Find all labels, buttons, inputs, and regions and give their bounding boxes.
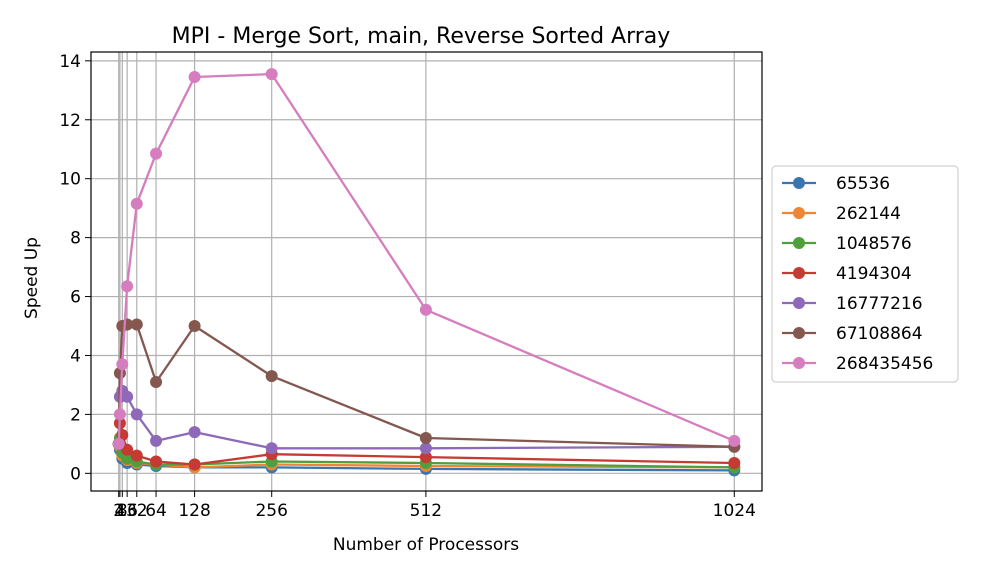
data-point <box>130 408 143 421</box>
data-point <box>419 451 432 464</box>
grid-lines <box>91 52 762 491</box>
y-tick-label: 10 <box>59 170 81 190</box>
legend-item: 16777216 <box>782 294 923 314</box>
data-point <box>265 68 278 81</box>
legend-marker <box>793 267 805 279</box>
legend-marker <box>793 327 805 339</box>
legend-item: 4194304 <box>782 264 912 284</box>
data-point <box>112 437 125 450</box>
legend-box <box>771 165 959 383</box>
data-point <box>728 457 741 470</box>
data-point <box>188 320 201 333</box>
legend-label: 65536 <box>836 174 890 194</box>
y-tick-label: 2 <box>70 405 81 425</box>
data-point <box>130 449 143 462</box>
legend-label: 1048576 <box>836 234 912 254</box>
legend-label: 262144 <box>836 204 901 224</box>
y-tick-label: 12 <box>59 111 81 131</box>
series-line <box>117 323 735 448</box>
legend-label: 268435456 <box>836 354 933 374</box>
data-point <box>188 426 201 439</box>
legend-label: 67108864 <box>836 324 923 344</box>
y-tick-label: 4 <box>70 346 81 366</box>
legend-item: 67108864 <box>782 324 923 344</box>
data-point <box>150 434 163 447</box>
y-tick-label: 0 <box>70 464 81 484</box>
y-tick-label: 8 <box>70 229 81 249</box>
series-67108864 <box>112 318 741 453</box>
legend-label: 4194304 <box>836 264 912 284</box>
data-point <box>419 442 432 455</box>
data-point <box>113 408 126 421</box>
x-axis-label: Number of Processors <box>333 535 519 555</box>
legend-item: 262144 <box>782 204 901 224</box>
legend-marker <box>793 357 805 369</box>
x-tick-label: 16 <box>116 501 138 521</box>
data-point <box>188 71 201 84</box>
y-tick-label: 14 <box>59 52 81 72</box>
data-point <box>130 318 143 331</box>
data-point <box>121 443 134 456</box>
data-point <box>130 197 143 210</box>
legend-marker <box>793 177 805 189</box>
data-point <box>419 431 432 444</box>
x-tick-label: 2 <box>113 501 124 521</box>
data-point <box>150 375 163 388</box>
data-point <box>419 303 432 316</box>
x-tick-label: 256 <box>255 501 287 521</box>
y-tick-label: 6 <box>70 288 81 308</box>
data-point <box>121 452 134 465</box>
data-point <box>265 370 278 383</box>
x-tick-label: 128 <box>178 501 210 521</box>
y-axis-label: Speed Up <box>22 237 42 319</box>
data-point <box>150 147 163 160</box>
x-tick-label: 32 <box>126 501 148 521</box>
data-point <box>116 358 129 371</box>
legend-label: 16777216 <box>836 294 923 314</box>
legend-item: 268435456 <box>782 354 933 374</box>
data-point <box>121 390 134 403</box>
legend-marker <box>793 207 805 219</box>
data-point <box>121 280 134 293</box>
plot-frame <box>90 51 763 492</box>
series-layer <box>112 68 741 477</box>
x-tick-label: 8 <box>117 501 128 521</box>
series-line <box>117 72 735 444</box>
legend-item: 65536 <box>782 174 890 194</box>
data-point <box>188 458 201 471</box>
data-point <box>728 434 741 447</box>
chart-title: MPI - Merge Sort, main, Reverse Sorted A… <box>172 24 671 49</box>
legend: 65536 262144 1048576 4194304 16777216 6710886… <box>771 165 959 383</box>
x-tick-label: 512 <box>410 501 442 521</box>
series-268435456 <box>112 68 741 450</box>
data-point <box>150 455 163 468</box>
legend-item: 1048576 <box>782 234 912 254</box>
legend-marker <box>793 237 805 249</box>
legend-marker <box>793 297 805 309</box>
x-tick-label: 64 <box>145 501 167 521</box>
x-tick-label: 4 <box>114 501 125 521</box>
data-point <box>265 442 278 455</box>
x-tick-label: 1024 <box>713 501 756 521</box>
